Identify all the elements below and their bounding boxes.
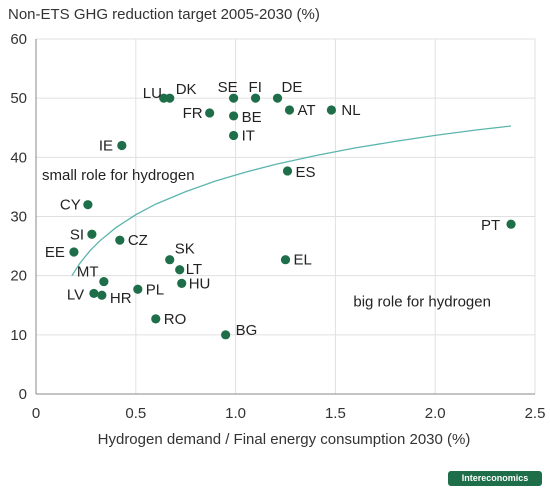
intereconomics-logo: Intereconomics	[448, 471, 542, 486]
data-point-hu	[177, 278, 187, 288]
y-tick-label: 10	[10, 327, 27, 344]
point-label-hr: HR	[110, 290, 132, 307]
point-label-dk: DK	[176, 81, 197, 98]
point-label-it: IT	[242, 127, 255, 144]
point-label-hu: HU	[189, 275, 211, 292]
data-point-nl	[326, 105, 337, 115]
point-labels: LU DK SE FI DE FR BE AT NL IT IE ES CY PT SI CZ EE SK EL LT…	[45, 79, 500, 339]
x-tick-label: 2.5	[525, 405, 546, 422]
x-axis-label: Hydrogen demand / Final energy consumpti…	[98, 431, 471, 448]
point-label-bg: BG	[236, 322, 258, 339]
y-tick-label: 60	[10, 31, 27, 48]
x-tick-label: 1.0	[225, 405, 246, 422]
y-tick-label: 50	[10, 90, 27, 107]
y-tick-label: 30	[10, 209, 27, 226]
point-label-fi: FI	[249, 79, 262, 96]
x-tick-label: 0	[32, 405, 40, 422]
data-point-es	[282, 166, 293, 176]
point-label-ie: IE	[99, 138, 113, 155]
data-point-fr	[205, 108, 215, 118]
data-point-at	[284, 105, 295, 115]
data-point-pt	[506, 219, 516, 229]
annotation-big-role: big role for hydrogen	[353, 293, 491, 310]
point-label-nl: NL	[341, 102, 360, 119]
grid	[35, 38, 536, 395]
point-label-fr: FR	[183, 105, 203, 122]
chart-title: Non-ETS GHG reduction target 2005-2030 (…	[8, 6, 320, 23]
annotation-small-role: small role for hydrogen	[42, 167, 195, 184]
x-tick-label: 2.0	[425, 405, 446, 422]
point-label-cz: CZ	[128, 232, 148, 249]
data-point-cz	[115, 235, 125, 245]
point-label-es: ES	[295, 164, 315, 181]
point-label-pt: PT	[481, 217, 500, 234]
point-label-se: SE	[218, 79, 238, 96]
data-point-el	[280, 255, 291, 265]
point-label-lv: LV	[67, 286, 84, 303]
data-point-lt	[175, 265, 185, 275]
data-point-ee	[69, 247, 79, 257]
data-point-be	[229, 111, 239, 121]
trend-curve	[71, 125, 512, 277]
data-point-bg	[221, 330, 231, 340]
point-label-lt: LT	[186, 261, 202, 278]
x-tick-label: 0.5	[125, 405, 146, 422]
data-point-lv	[89, 288, 99, 299]
data-point-dk	[165, 93, 175, 103]
point-label-pl: PL	[146, 281, 164, 298]
axes: 0 0.5 1.0 1.5 2.0 2.5 0 10 20 30 40 50 60	[10, 31, 545, 422]
data-point-ie	[117, 140, 127, 151]
data-point-de	[272, 93, 283, 103]
point-label-de: DE	[282, 79, 303, 96]
point-label-sk: SK	[175, 241, 195, 258]
point-label-ee: EE	[45, 244, 65, 261]
data-point-mt	[99, 276, 109, 287]
point-label-si: SI	[70, 226, 84, 243]
point-label-be: BE	[242, 109, 262, 126]
point-label-cy: CY	[60, 197, 81, 214]
y-tick-label: 0	[19, 386, 27, 403]
data-point-cy	[83, 200, 93, 210]
x-tick-label: 1.5	[325, 405, 346, 422]
point-label-mt: MT	[77, 264, 99, 281]
point-label-lu: LU	[143, 85, 162, 102]
data-point-sk	[165, 255, 175, 265]
data-point-pl	[133, 284, 143, 294]
data-point-se	[229, 93, 239, 103]
data-point-fi	[250, 93, 261, 103]
data-point-ro	[151, 314, 161, 324]
y-tick-label: 40	[10, 149, 27, 166]
data-points	[69, 93, 516, 340]
data-point-hr	[97, 290, 107, 300]
point-label-ro: RO	[164, 311, 187, 328]
point-label-at: AT	[297, 102, 315, 119]
point-label-el: EL	[294, 252, 312, 269]
data-point-si	[87, 229, 97, 239]
y-tick-label: 20	[10, 268, 27, 285]
annotations: small role for hydrogen big role for hydr…	[42, 167, 491, 311]
data-point-it	[229, 130, 239, 141]
